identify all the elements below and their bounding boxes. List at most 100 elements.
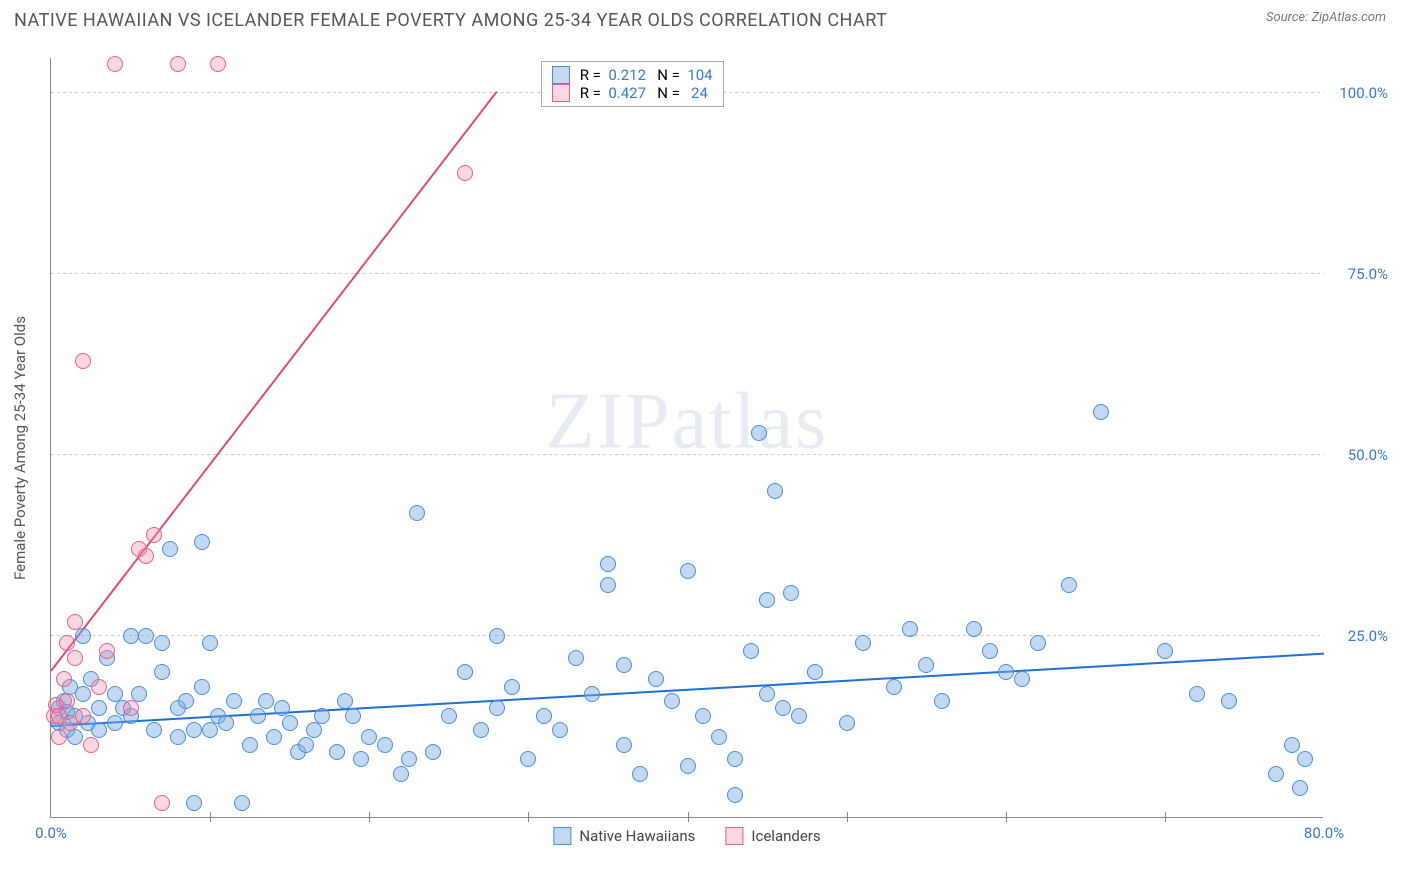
data-point (457, 664, 473, 680)
data-point (457, 165, 473, 181)
gridline-v (210, 812, 211, 822)
data-point (934, 693, 950, 709)
x-tick-label: 0.0% (35, 824, 67, 842)
data-point (298, 737, 314, 753)
y-tick-label: 75.0% (1328, 265, 1388, 283)
data-point (489, 628, 505, 644)
data-point (552, 722, 568, 738)
chart-title: NATIVE HAWAIIAN VS ICELANDER FEMALE POVE… (14, 10, 887, 31)
data-point (234, 795, 250, 811)
legend-label: Native Hawaiians (579, 827, 695, 845)
data-point (99, 643, 115, 659)
data-point (807, 664, 823, 680)
data-point (695, 708, 711, 724)
data-point (616, 657, 632, 673)
data-point (711, 729, 727, 745)
series-swatch (552, 84, 570, 102)
data-point (680, 758, 696, 774)
data-point (67, 650, 83, 666)
data-point (83, 737, 99, 753)
data-point (202, 635, 218, 651)
correlation-stats-box: R = 0.212 N = 104 R = 0.427 N = 24 (541, 61, 724, 107)
data-point (353, 751, 369, 767)
data-point (345, 708, 361, 724)
data-point (839, 715, 855, 731)
data-point (329, 744, 345, 760)
source-attribution: Source: ZipAtlas.com (1266, 10, 1386, 25)
gridline-h (51, 635, 1324, 636)
data-point (146, 722, 162, 738)
data-point (1093, 404, 1109, 420)
y-axis-label: Female Poverty Among 25-34 Year Olds (11, 316, 29, 580)
data-point (377, 737, 393, 753)
data-point (1014, 671, 1030, 687)
data-point (1292, 780, 1308, 796)
header: NATIVE HAWAIIAN VS ICELANDER FEMALE POVE… (0, 0, 1406, 31)
trend-line (51, 652, 1324, 726)
gridline-v (369, 812, 370, 822)
data-point (67, 729, 83, 745)
data-point (743, 643, 759, 659)
data-point (568, 650, 584, 666)
data-point (1189, 686, 1205, 702)
data-point (51, 729, 67, 745)
data-point (170, 729, 186, 745)
stats-row: R = 0.427 N = 24 (552, 84, 713, 102)
data-point (584, 686, 600, 702)
gridline-h (51, 273, 1324, 274)
data-point (751, 425, 767, 441)
data-point (489, 700, 505, 716)
data-point (107, 715, 123, 731)
data-point (1268, 766, 1284, 782)
data-point (178, 693, 194, 709)
data-point (154, 795, 170, 811)
data-point (998, 664, 1014, 680)
data-point (783, 585, 799, 601)
gridline-v (847, 812, 848, 822)
data-point (258, 693, 274, 709)
gridline-v (688, 812, 689, 822)
data-point (855, 635, 871, 651)
data-point (123, 700, 139, 716)
data-point (409, 505, 425, 521)
data-point (648, 671, 664, 687)
data-point (226, 693, 242, 709)
data-point (1221, 693, 1237, 709)
data-point (1284, 737, 1300, 753)
stats-text: R = 0.427 N = 24 (576, 84, 708, 102)
data-point (154, 664, 170, 680)
stats-text: R = 0.212 N = 104 (576, 66, 713, 84)
y-tick-label: 25.0% (1328, 627, 1388, 645)
data-point (616, 737, 632, 753)
data-point (775, 700, 791, 716)
data-point (59, 693, 75, 709)
data-point (1030, 635, 1046, 651)
data-point (600, 556, 616, 572)
data-point (138, 548, 154, 564)
data-point (600, 577, 616, 593)
gridline-v (1165, 812, 1166, 822)
data-point (306, 722, 322, 738)
data-point (314, 708, 330, 724)
gridline-h (51, 454, 1324, 455)
data-point (210, 56, 226, 72)
stats-row: R = 0.212 N = 104 (552, 66, 713, 84)
data-point (56, 671, 72, 687)
series-swatch (552, 66, 570, 84)
data-point (1157, 643, 1173, 659)
data-point (107, 686, 123, 702)
data-point (680, 563, 696, 579)
data-point (361, 729, 377, 745)
data-point (138, 628, 154, 644)
data-point (520, 751, 536, 767)
data-point (194, 534, 210, 550)
data-point (982, 643, 998, 659)
x-tick-label: 80.0% (1304, 824, 1344, 842)
data-point (966, 621, 982, 637)
data-point (107, 56, 123, 72)
trend-line (50, 92, 497, 672)
data-point (401, 751, 417, 767)
legend-swatch (553, 827, 571, 845)
legend-item: Icelanders (725, 827, 820, 845)
data-point (759, 686, 775, 702)
